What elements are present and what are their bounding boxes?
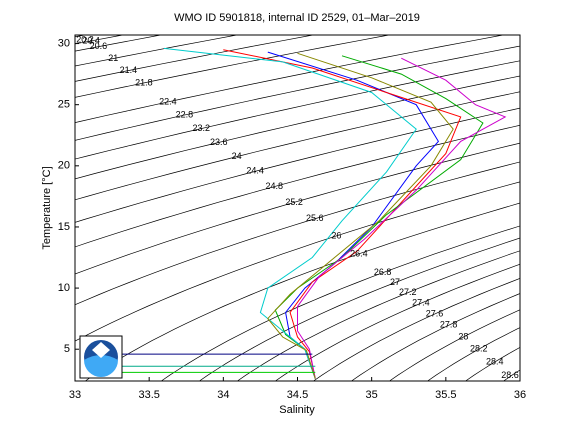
contour-label: 25.2: [285, 197, 303, 207]
density-contour: [161, 225, 520, 381]
x-axis-label: Salinity: [279, 404, 315, 416]
contour-label: 28.2: [470, 344, 488, 354]
y-tick-label: 20: [58, 160, 70, 172]
density-contour: [75, 35, 503, 123]
contour-label: 28.6: [501, 370, 519, 380]
density-contour: [313, 277, 520, 381]
x-tick-label: 34.5: [287, 389, 308, 401]
contour-label: 26.8: [374, 267, 392, 277]
profile-line: [274, 55, 484, 379]
contour-label: 23.2: [193, 123, 211, 133]
y-tick-label: 30: [58, 37, 70, 49]
chart-title: WMO ID 5901818, internal ID 2529, 01–Mar…: [174, 12, 420, 24]
x-tick-label: 35: [366, 389, 378, 401]
density-contour: [75, 91, 520, 201]
contour-label: 27.4: [412, 298, 430, 308]
density-contour: [75, 124, 520, 248]
contour-label: 28.4: [486, 356, 504, 366]
contour-label: 27.8: [440, 320, 458, 330]
density-contour: [85, 202, 520, 381]
contour-label: 28: [458, 331, 468, 341]
density-contour: [199, 237, 520, 381]
density-contour: [389, 309, 520, 381]
contour-label: 25.6: [306, 213, 324, 223]
contour-label: 20.6: [90, 41, 108, 51]
x-tick-label: 36: [514, 389, 526, 401]
profile-line: [163, 47, 417, 379]
profile-line: [267, 52, 454, 379]
density-contour: [75, 142, 520, 275]
noaa-logo: [79, 335, 123, 379]
x-tick-label: 33: [69, 389, 81, 401]
density-contour: [75, 60, 520, 160]
profile-line: [223, 49, 462, 379]
y-tick-label: 15: [58, 221, 70, 233]
y-tick-label: 5: [64, 343, 70, 355]
x-tick-label: 35.5: [435, 389, 456, 401]
x-tick-label: 33.5: [138, 389, 159, 401]
contour-label: 24.4: [246, 166, 264, 176]
contour-label: 21.4: [120, 65, 138, 75]
profile-line: [297, 57, 507, 379]
y-axis-label: Temperature [°C]: [41, 166, 53, 249]
density-contour: [75, 181, 520, 342]
contour-label: 20.4: [82, 35, 100, 45]
density-contour: [75, 45, 520, 141]
contour-label: 27: [390, 277, 400, 287]
y-tick-label: 10: [58, 282, 70, 294]
contour-label: 20.2: [76, 34, 94, 44]
contour-label: 22.8: [176, 109, 194, 119]
contour-label: 23.6: [210, 137, 228, 147]
y-tick-label: 25: [58, 99, 70, 111]
contour-label: 24.8: [266, 181, 284, 191]
contour-label: 21.8: [135, 77, 153, 87]
density-contour: [75, 35, 389, 98]
contour-label: 24: [232, 151, 242, 161]
density-contour: [237, 250, 520, 381]
contour-label: 21: [108, 53, 118, 63]
density-contour: [75, 75, 520, 180]
density-contour: [351, 293, 520, 381]
contour-label: 22.4: [159, 96, 177, 106]
contour-label: 26: [331, 230, 341, 240]
contour-label: 27.6: [426, 308, 444, 318]
contour-label: 26.4: [350, 248, 368, 258]
density-contour: [75, 161, 520, 306]
density-contour: [75, 107, 520, 223]
contour-label: 27.2: [399, 287, 417, 297]
density-contour: [275, 263, 520, 381]
x-tick-label: 34: [217, 389, 229, 401]
